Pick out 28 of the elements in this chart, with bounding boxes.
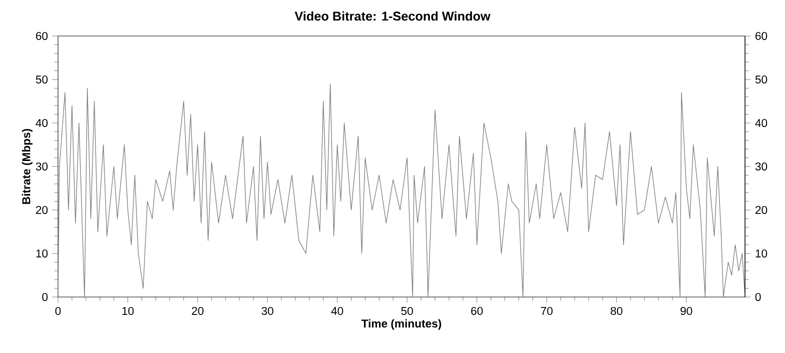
x-tick-label: 50 <box>401 306 413 315</box>
x-tick-label: 20 <box>192 306 204 315</box>
chart-title: Video Bitrate: 1-Second Window <box>294 11 490 21</box>
x-tick-label: 30 <box>262 306 274 315</box>
y-tick-label: 50 <box>36 75 48 84</box>
y2-tick-label: 10 <box>756 249 768 258</box>
x-axis-title: Time (minutes) <box>361 319 442 330</box>
y2-tick-label: 20 <box>756 206 768 214</box>
x-tick-label: 70 <box>540 306 553 315</box>
x-tick-label: 10 <box>122 306 134 315</box>
y2-tick-label: 50 <box>755 75 768 84</box>
y2-tick-label: 30 <box>755 162 768 170</box>
y2-tick-label: 0 <box>755 292 761 301</box>
y2-tick-label: 40 <box>755 118 768 127</box>
y-tick-label: 40 <box>36 118 48 127</box>
x-tick-label: 80 <box>610 306 622 315</box>
x-tick-label: 0 <box>55 306 61 315</box>
y-tick-label: 60 <box>36 32 48 40</box>
y-tick-label: 10 <box>36 249 48 258</box>
y-tick-label: 20 <box>36 206 48 214</box>
x-tick-label: 90 <box>680 306 692 315</box>
line-series <box>58 84 745 297</box>
x-tick-label: 40 <box>331 306 344 315</box>
x-tick-label: 60 <box>471 306 483 315</box>
y-tick-label: 0 <box>42 292 48 301</box>
y-tick-label: 30 <box>36 162 48 170</box>
y2-tick-label: 60 <box>756 32 768 40</box>
y-axis-title: Bitrate (Mbps) <box>22 128 33 204</box>
